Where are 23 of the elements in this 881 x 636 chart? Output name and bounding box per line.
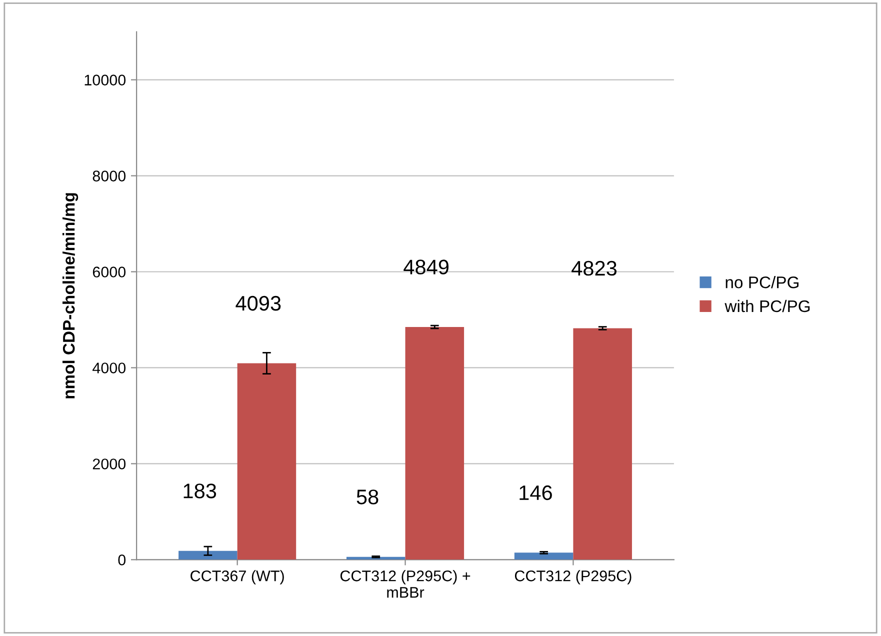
legend-label: with PC/PG [724, 300, 810, 312]
data-label: 4849 [404, 260, 449, 274]
x-tick-label: CCT312 (P295C) [514, 570, 632, 584]
y-tick-label: 10000 [84, 74, 126, 86]
data-label: 4823 [572, 260, 617, 276]
bar [514, 552, 574, 560]
data-label: 183 [184, 484, 216, 498]
y-tick-label: 2000 [92, 458, 126, 470]
bar [573, 328, 632, 560]
y-tick-label: 0 [118, 554, 126, 566]
data-label: 4093 [236, 296, 281, 311]
y-tick-label: 4000 [92, 362, 126, 374]
bar [405, 326, 464, 560]
legend-label: no PC/PG [726, 276, 798, 288]
x-tick-label: CCT367 (WT) [190, 570, 284, 584]
data-label: 58 [356, 490, 378, 504]
y-axis-title: nmol CDP-choline/min/mg [62, 193, 78, 398]
y-tick-label: 8000 [92, 170, 126, 182]
x-tick-label: CCT312 (P295C) + mBBr [340, 570, 470, 598]
y-tick-label: 6000 [92, 266, 126, 278]
bar [237, 363, 296, 560]
data-label: 146 [520, 485, 552, 500]
bar [178, 550, 238, 560]
